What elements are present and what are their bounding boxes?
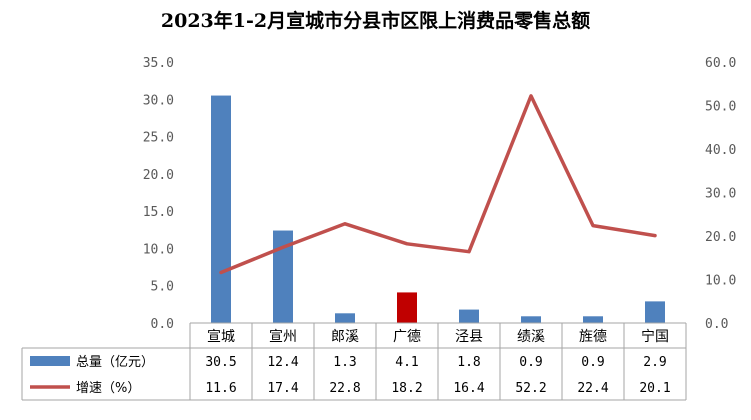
table-cell-growth: 52.2 (515, 381, 546, 396)
chart-title: 2023年1-2月宣城市分县市区限上消费品零售总额 (160, 10, 591, 32)
table-cell-total: 1.8 (457, 355, 480, 370)
y-right-tick-label: 20.0 (705, 230, 736, 245)
y-left-tick-label: 35.0 (143, 56, 174, 71)
y-left-tick-label: 20.0 (143, 168, 174, 183)
growth-line (219, 94, 657, 275)
y-left-tick-label: 25.0 (143, 131, 174, 146)
bar (521, 316, 541, 323)
y-right-tick-label: 50.0 (705, 100, 736, 115)
table-cell-growth: 11.6 (205, 381, 236, 396)
bar (335, 313, 355, 323)
y-left-tick-label: 15.0 (143, 205, 174, 220)
bar (583, 316, 603, 323)
bar (273, 230, 293, 323)
table-cell-total: 0.9 (519, 355, 542, 370)
table-cell-total: 2.9 (643, 355, 666, 370)
table-cell-growth: 16.4 (453, 381, 484, 396)
table-cell-total: 0.9 (581, 355, 604, 370)
y-left-tick-label: 30.0 (143, 93, 174, 108)
table-cell-growth: 18.2 (391, 381, 422, 396)
bar (211, 95, 231, 323)
bar (459, 309, 479, 323)
x-tick-label: 旌德 (579, 329, 607, 345)
x-tick-label: 宣城 (207, 329, 235, 345)
x-tick-label: 泾县 (455, 329, 483, 345)
y-left-tick-label: 0.0 (151, 317, 174, 332)
bar (397, 292, 417, 323)
x-tick-label: 宁国 (641, 328, 669, 345)
y-right-tick-label: 10.0 (705, 274, 736, 289)
bar (645, 301, 665, 323)
table-cell-growth: 22.4 (577, 381, 608, 396)
legend-swatch-bar (30, 356, 70, 366)
table-cell-growth: 20.1 (639, 381, 670, 396)
x-tick-label: 绩溪 (517, 329, 545, 345)
legend-label: 增速（%） (76, 381, 140, 396)
x-tick-label: 宣州 (269, 329, 297, 345)
table-cell-total: 1.3 (333, 355, 356, 370)
table-cell-total: 12.4 (267, 355, 298, 370)
y-right-tick-label: 30.0 (705, 187, 736, 202)
table-cell-total: 30.5 (205, 355, 236, 370)
table-cell-total: 4.1 (395, 355, 418, 370)
y-right-tick-label: 60.0 (705, 56, 736, 71)
y-right-tick-label: 40.0 (705, 143, 736, 158)
x-tick-label: 广德 (393, 329, 421, 345)
x-tick-label: 郎溪 (331, 329, 359, 345)
table-cell-growth: 17.4 (267, 381, 298, 396)
y-right-tick-label: 0.0 (705, 317, 728, 332)
legend-label: 总量（亿元） (76, 355, 154, 370)
table-cell-growth: 22.8 (329, 381, 360, 396)
y-left-tick-label: 5.0 (151, 280, 174, 295)
y-left-tick-label: 10.0 (143, 242, 174, 257)
